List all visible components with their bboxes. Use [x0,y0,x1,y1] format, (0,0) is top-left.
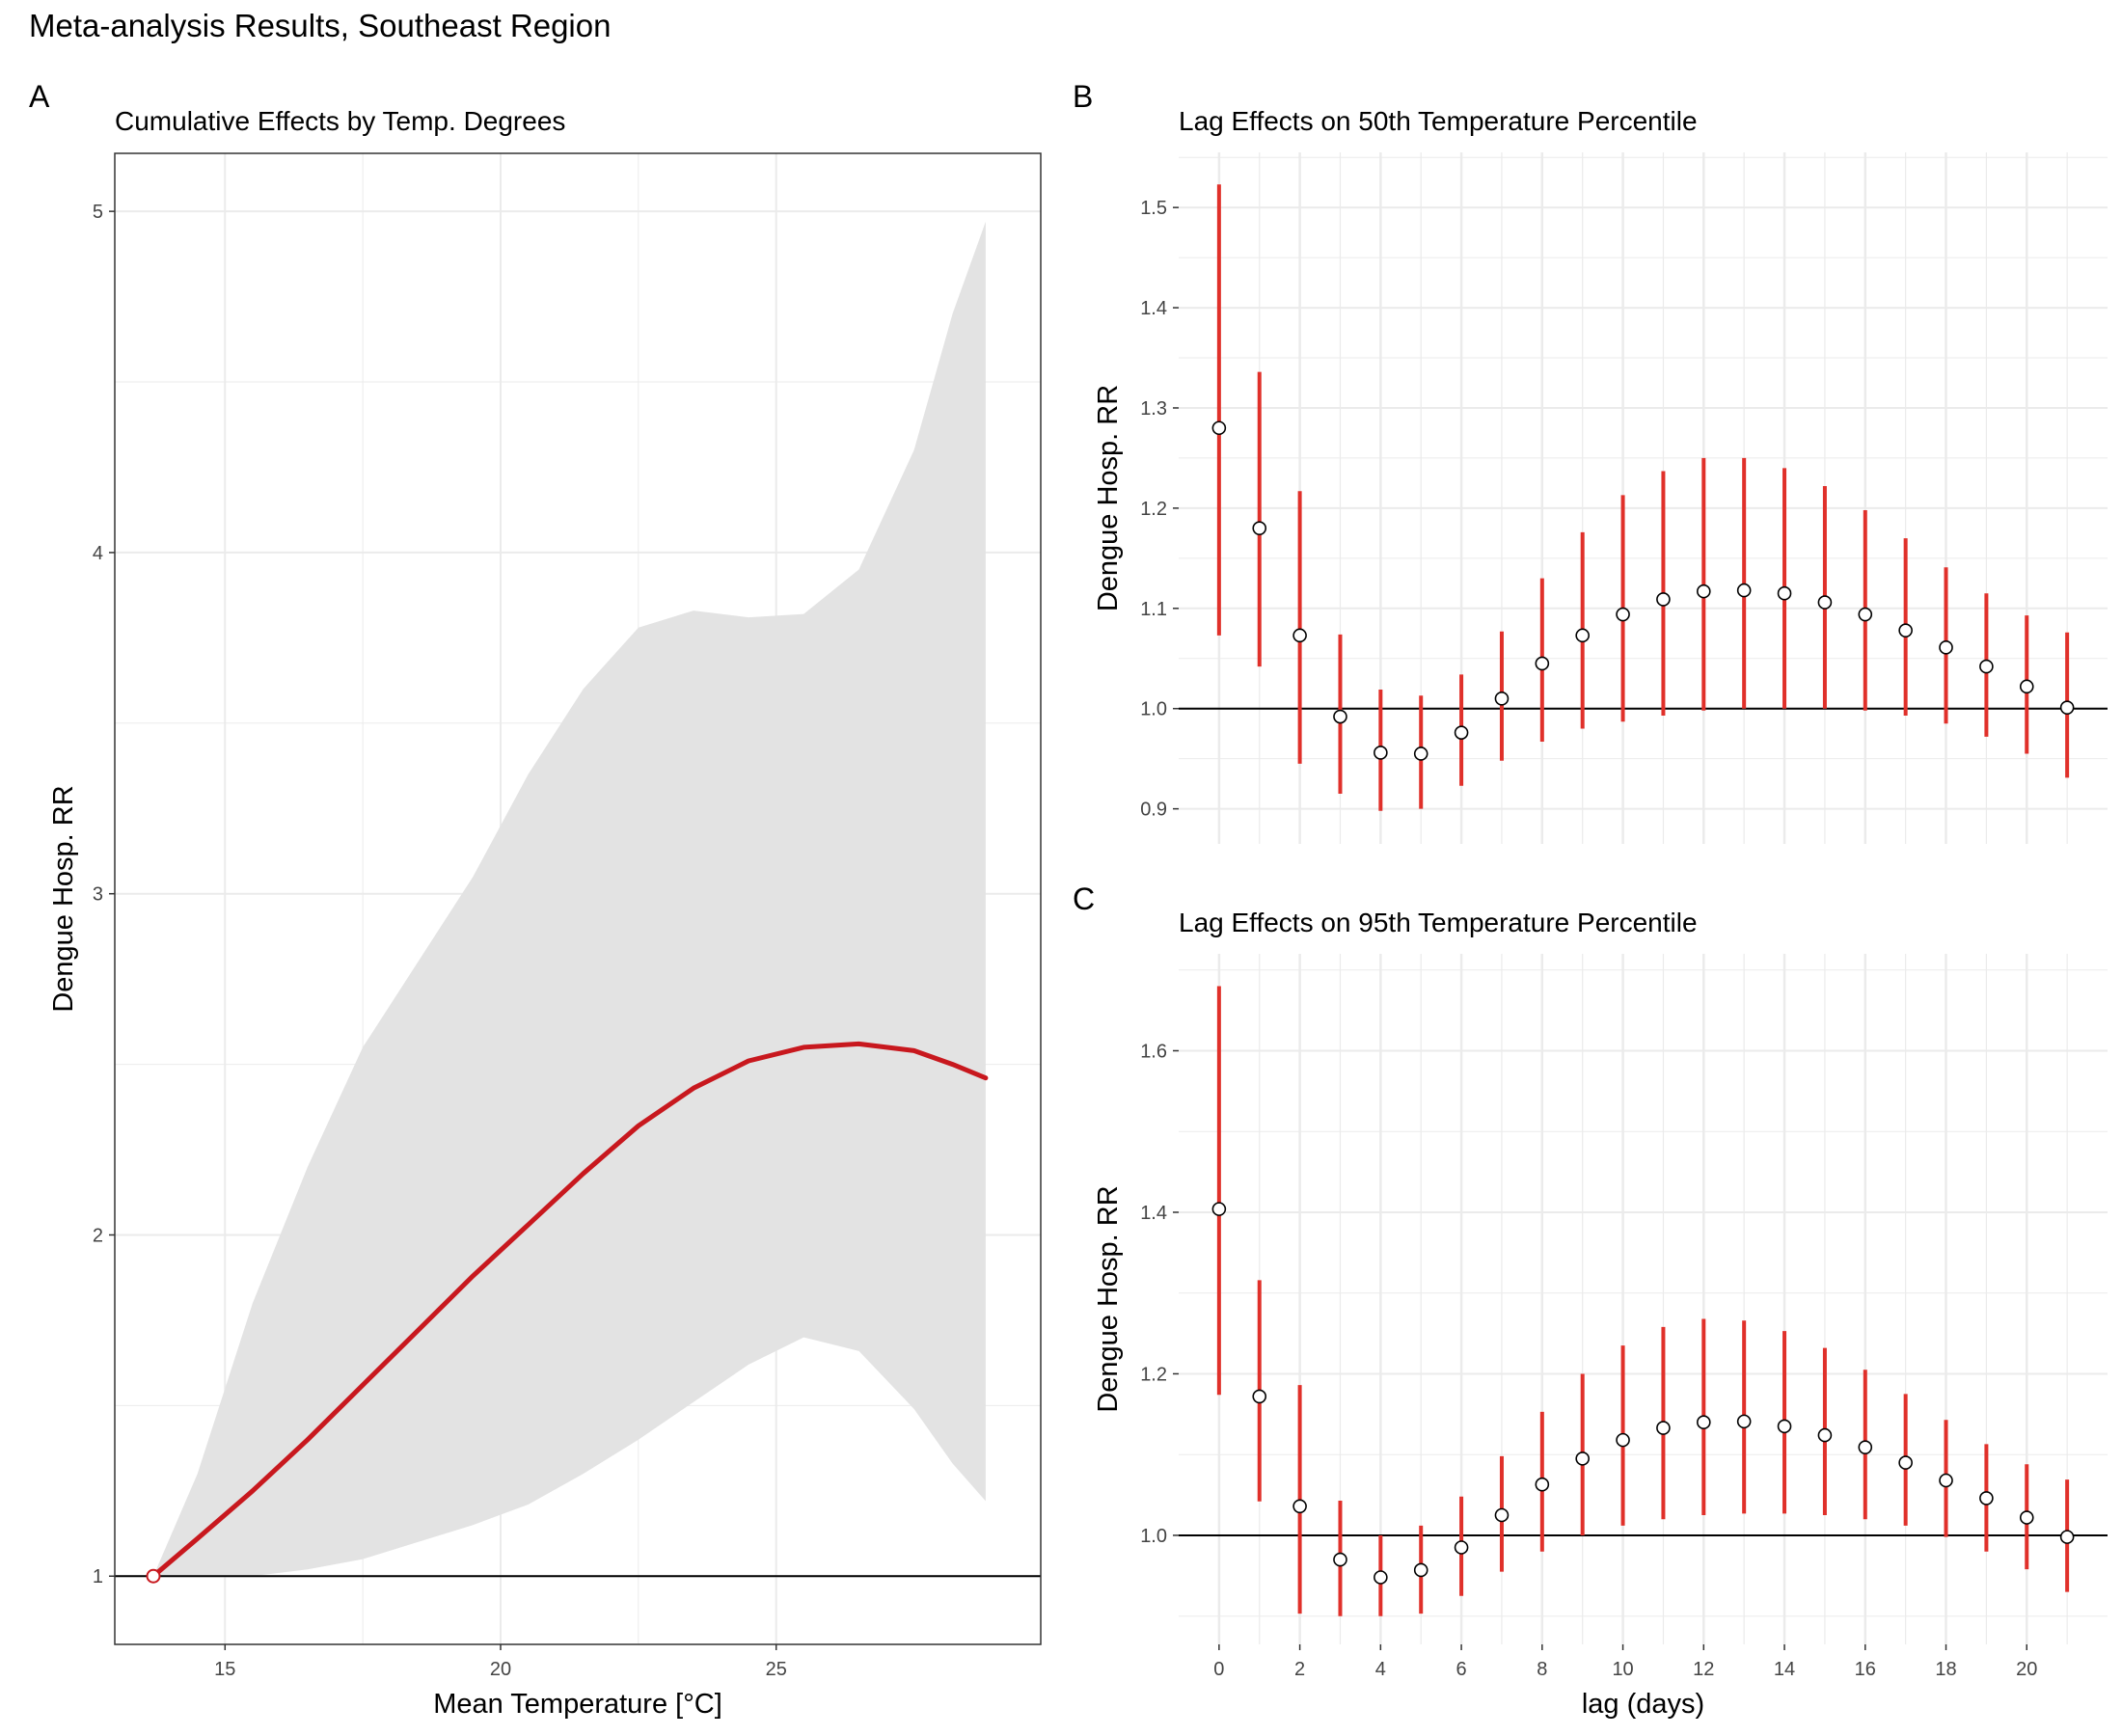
y-axis-label: Dengue Hosp. RR [1093,385,1124,611]
estimate-point [1777,585,1792,601]
y-tick-label: 1.0 [1140,1526,1167,1547]
estimate-point [2019,679,2034,694]
estimate-point [1454,1540,1469,1555]
estimate-point [1292,1499,1307,1514]
estimate-point [1979,659,1994,674]
estimate-point [1656,592,1671,607]
x-tick-label: 4 [1375,1659,1386,1680]
estimate-point [1535,1477,1550,1492]
estimate-point [1374,746,1388,760]
estimate-point [1697,1415,1711,1430]
y-tick-label: 4 [93,543,103,564]
estimate-point [1535,656,1550,671]
panel-letter-b: B [1073,79,1094,114]
estimate-point [2059,1530,2075,1544]
x-tick-label: 16 [1855,1659,1876,1680]
estimate-point [1777,1419,1792,1434]
estimate-point [1494,1507,1510,1523]
estimate-point [1656,1421,1671,1435]
estimate-point [2059,700,2075,715]
estimate-point [1817,595,1833,610]
estimate-point [1939,1473,1953,1488]
panel-border [114,152,1042,1645]
estimate-point [1494,692,1510,706]
x-axis-label: Mean Temperature [°C] [433,1689,722,1720]
y-tick-label: 1.5 [1140,198,1167,219]
estimate-point [1979,1491,1994,1505]
estimate-point [1211,1202,1227,1216]
x-tick-label: 15 [214,1659,235,1680]
x-tick-label: 6 [1456,1659,1467,1680]
estimate-point [1333,1552,1347,1567]
estimate-point [1616,607,1630,622]
y-tick-label: 1.2 [1140,1364,1167,1385]
x-tick-label: 20 [490,1659,511,1680]
x-tick-label: 10 [1612,1659,1633,1680]
reference-point [146,1568,161,1584]
y-tick-label: 1 [93,1566,103,1587]
estimate-point [1858,1440,1873,1454]
panel-letter-a: A [29,79,50,114]
estimate-point [1697,583,1711,599]
estimate-point [1858,607,1873,622]
x-tick-label: 8 [1537,1659,1547,1680]
confidence-band [153,221,986,1577]
estimate-point [1939,640,1953,655]
estimate-point [1736,583,1752,598]
panel-letter-c: C [1073,882,1096,916]
x-tick-label: 25 [766,1659,787,1680]
y-tick-label: 1.0 [1140,699,1167,720]
estimate-point [1454,725,1469,740]
y-axis-label: Dengue Hosp. RR [1093,1185,1124,1412]
y-tick-label: 1.6 [1140,1041,1167,1062]
estimate-point [1252,1389,1267,1404]
x-axis-label: lag (days) [1582,1689,1704,1720]
estimate-point [1898,623,1913,637]
y-tick-label: 1.4 [1140,298,1167,319]
estimate-point [1374,1570,1388,1585]
estimate-point [1817,1427,1833,1443]
estimate-point [1333,709,1347,724]
y-tick-label: 1.3 [1140,398,1167,420]
estimate-point [1736,1414,1752,1429]
estimate-point [1211,420,1227,436]
y-tick-label: 1.2 [1140,499,1167,520]
y-tick-label: 1.4 [1140,1203,1167,1224]
estimate-point [1292,628,1307,643]
estimate-point [1898,1455,1913,1470]
panel-a-title: Cumulative Effects by Temp. Degrees [115,106,566,136]
y-tick-label: 0.9 [1140,800,1167,821]
estimate-point [1575,628,1590,643]
y-tick-label: 1.1 [1140,599,1167,620]
x-tick-label: 18 [1935,1659,1956,1680]
estimate-point [1575,1451,1590,1466]
panel-c-title: Lag Effects on 95th Temperature Percenti… [1179,908,1698,937]
x-tick-label: 0 [1213,1659,1224,1680]
x-tick-label: 12 [1693,1659,1714,1680]
y-axis-label: Dengue Hosp. RR [48,785,79,1012]
panel-b-title: Lag Effects on 50th Temperature Percenti… [1179,106,1698,136]
x-tick-label: 14 [1774,1659,1795,1680]
y-tick-label: 5 [93,202,103,223]
x-tick-label: 20 [2016,1659,2037,1680]
y-tick-label: 2 [93,1225,103,1246]
estimate-point [2019,1510,2034,1525]
estimate-point [1616,1432,1630,1448]
estimate-point [1413,746,1428,761]
y-tick-label: 3 [93,884,103,906]
figure-title: Meta-analysis Results, Southeast Region [29,8,612,43]
estimate-point [1413,1562,1428,1578]
x-tick-label: 2 [1294,1659,1305,1680]
rr-curve [150,1041,989,1579]
estimate-point [1252,521,1267,535]
